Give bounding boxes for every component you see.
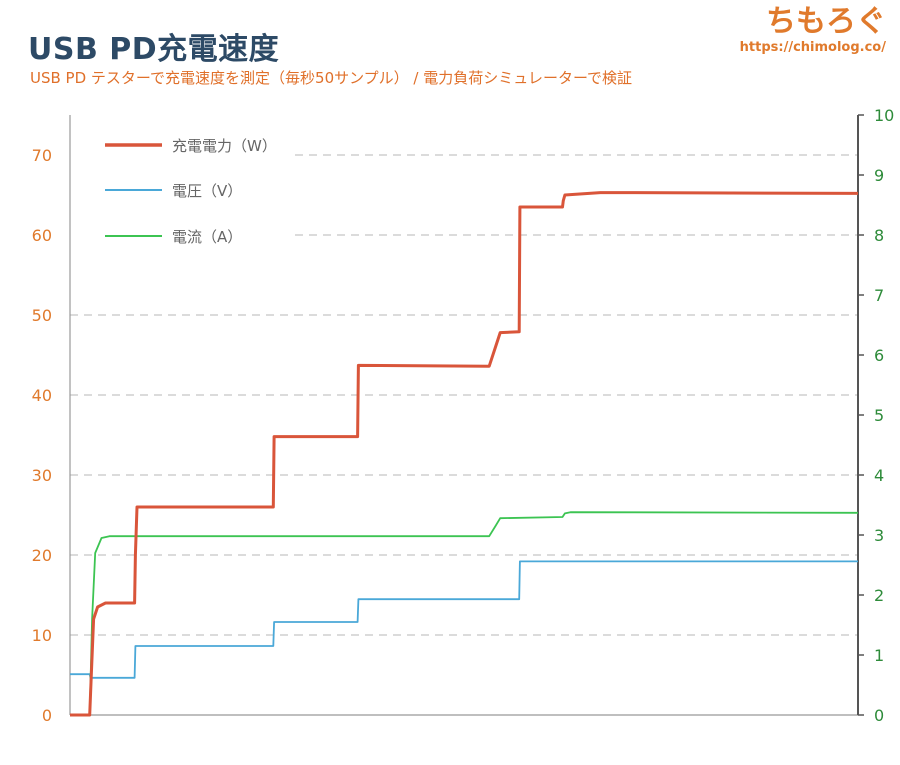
right-tick-label: 0 [874,706,884,725]
brand-name: ちもろぐ [766,4,886,39]
left-tick-label: 20 [32,546,52,565]
legend-label: 電流（A） [172,228,242,246]
left-tick-label: 60 [32,226,52,245]
right-tick-label: 5 [874,406,884,425]
left-tick-label: 50 [32,306,52,325]
left-tick-label: 40 [32,386,52,405]
left-tick-label: 30 [32,466,52,485]
right-tick-label: 8 [874,226,884,245]
right-tick-label: 3 [874,526,884,545]
right-tick-label: 7 [874,286,884,305]
brand-logo: ちもろぐ https://chimolog.co/ [740,4,886,55]
right-tick-label: 9 [874,166,884,185]
right-tick-label: 1 [874,646,884,665]
series-line-power [70,191,859,717]
series-line-current [70,511,859,716]
right-tick-label: 6 [874,346,884,365]
left-tick-label: 10 [32,626,52,645]
legend-label: 電圧（V） [172,182,242,200]
chart-title: USB PD充電速度 [28,32,280,67]
series-line-voltage [70,560,858,679]
right-tick-label: 4 [874,466,884,485]
right-tick-label: 10 [874,106,894,125]
left-tick-label: 70 [32,146,52,165]
left-tick-label: 0 [42,706,52,725]
legend-label: 充電電力（W） [172,137,277,155]
brand-url: https://chimolog.co/ [739,40,886,55]
chart-subtitle: USB PD テスターで充電速度を測定（毎秒50サンプル） / 電力負荷シミュレ… [30,69,633,87]
right-tick-label: 2 [874,586,884,605]
